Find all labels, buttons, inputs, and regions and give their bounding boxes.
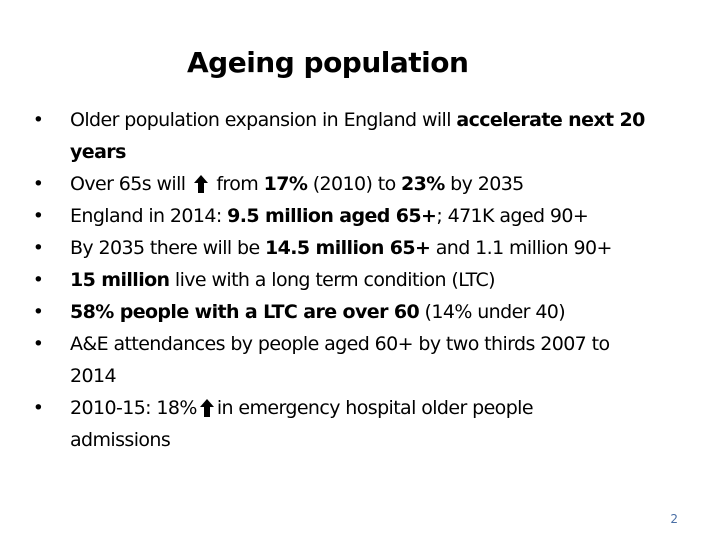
bullet-text-bold: 14.5 million 65+ <box>265 237 431 259</box>
bullet-dot: • <box>32 301 44 323</box>
bullet-text: (14% under 40) <box>419 301 566 323</box>
bullet-text: ; 471K aged 90+ <box>436 205 589 227</box>
bullet-text: from <box>210 173 264 195</box>
bullet-item-2: • Over 65s will from 17% (2010) to 23% b… <box>30 168 690 200</box>
bullet-dot: • <box>32 333 44 355</box>
bullet-text-bold: 15 million <box>70 269 170 291</box>
up-arrow-icon <box>199 399 214 417</box>
bullet-text: 2014 <box>70 365 117 387</box>
bullet-dot: • <box>32 173 44 195</box>
bullet-dot: • <box>32 397 44 419</box>
bullet-item-7: • A&E attendances by people aged 60+ by … <box>30 328 690 392</box>
bullet-item-5: • 15 million live with a long term condi… <box>30 264 690 296</box>
bullet-text: by 2035 <box>444 173 524 195</box>
bullet-dot: • <box>32 237 44 259</box>
bullet-text: (2010) to <box>307 173 402 195</box>
bullet-text: England in 2014: <box>70 205 228 227</box>
page-number: 2 <box>670 512 678 526</box>
bullet-item-1: • Older population expansion in England … <box>30 104 690 168</box>
bullet-dot: • <box>32 109 44 131</box>
up-arrow-icon <box>193 175 208 193</box>
bullet-item-8: • 2010-15: 18% in emergency hospital olde… <box>30 392 690 456</box>
bullet-text: Older population expansion in England wi… <box>70 109 457 131</box>
bullet-text-bold: accelerate next 20 <box>456 109 645 131</box>
bullet-text-bold: 9.5 million aged 65+ <box>227 205 437 227</box>
bullet-text-bold: years <box>70 141 126 163</box>
bullet-text: in emergency hospital older people <box>216 397 534 419</box>
bullet-item-6: • 58% people with a LTC are over 60 (14%… <box>30 296 690 328</box>
bullet-text-bold: 58% people with a LTC are over 60 <box>70 301 420 323</box>
bullet-text-bold: 23% <box>401 173 445 195</box>
bullet-item-4: • By 2035 there will be 14.5 million 65+… <box>30 232 690 264</box>
bullet-text: live with a long term condition (LTC) <box>169 269 496 291</box>
bullet-list: • Older population expansion in England … <box>30 104 690 456</box>
slide-title: Ageing population <box>187 46 469 79</box>
bullet-text: 2010-15: 18% <box>70 397 197 419</box>
bullet-text: A&E attendances by people aged 60+ by tw… <box>70 333 610 355</box>
bullet-text: and 1.1 million 90+ <box>430 237 613 259</box>
bullet-text-bold: 17% <box>263 173 308 195</box>
bullet-item-3: • England in 2014: 9.5 million aged 65+;… <box>30 200 690 232</box>
bullet-text: Over 65s will <box>70 173 191 195</box>
bullet-text: admissions <box>70 429 171 451</box>
bullet-text: By 2035 there will be <box>70 237 266 259</box>
bullet-dot: • <box>32 269 44 291</box>
bullet-dot: • <box>32 205 44 227</box>
